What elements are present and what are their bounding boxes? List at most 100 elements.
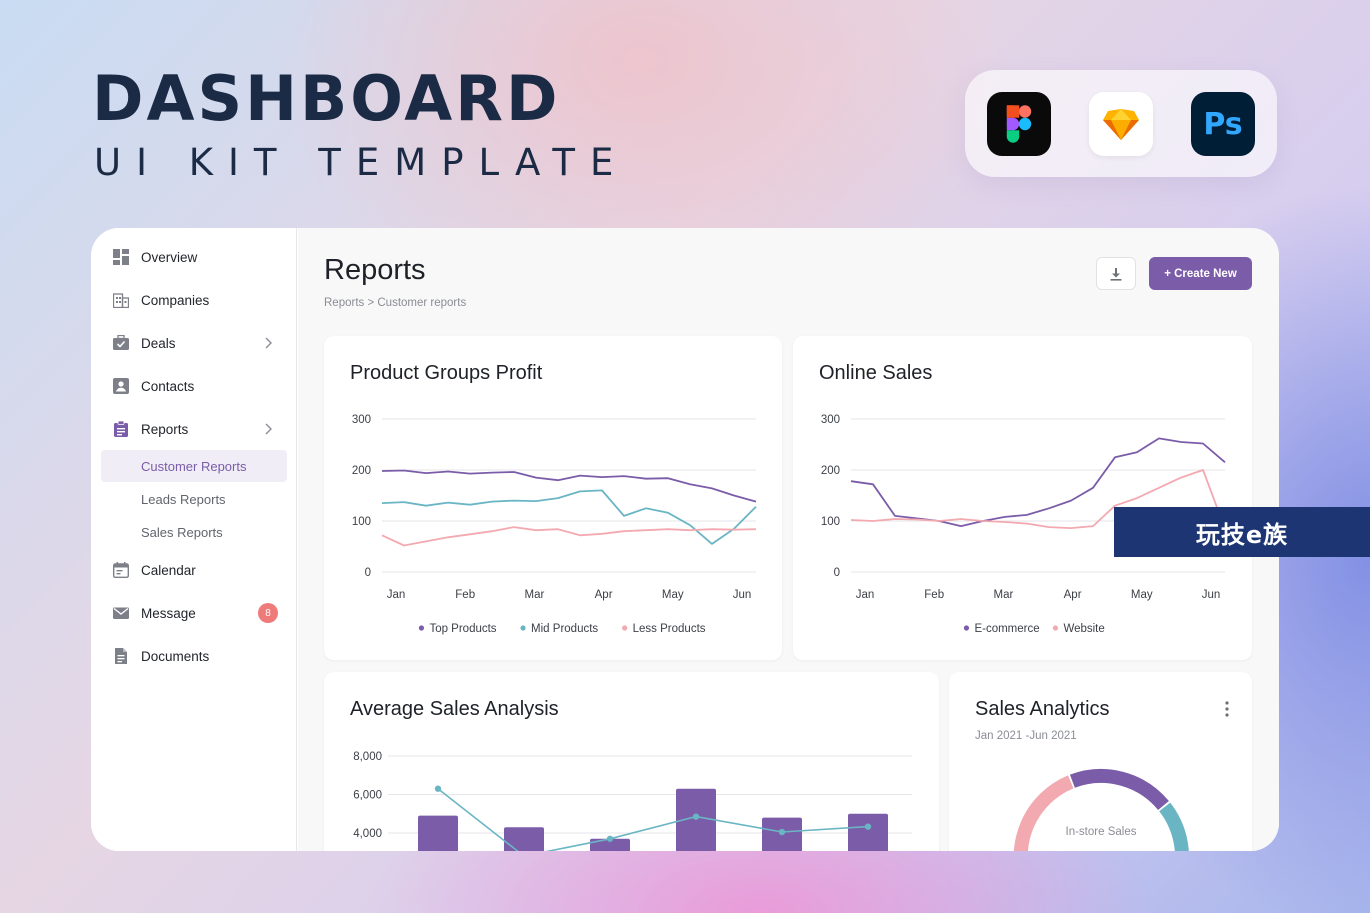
line-point [606, 835, 614, 842]
legend-marker [1052, 625, 1059, 631]
donut-slice [1159, 802, 1189, 851]
watermark: 玩技e族 [1114, 507, 1370, 557]
sidebar-item-label: Companies [141, 292, 210, 308]
legend-label: E-commerce [974, 623, 1039, 635]
create-new-button[interactable]: + Create New [1149, 257, 1252, 290]
clipboard-icon [114, 421, 128, 437]
mail-icon [113, 607, 129, 619]
y-tick-label: 200 [352, 465, 371, 477]
message-count-badge: 8 [258, 603, 278, 623]
legend-marker [520, 625, 526, 631]
x-tick-label: May [1131, 589, 1153, 601]
download-button[interactable] [1096, 257, 1136, 290]
donut-slice [1069, 768, 1169, 811]
series-line [437, 788, 869, 851]
series-line [381, 526, 757, 547]
photoshop-label: Ps [1203, 106, 1243, 142]
sales-analytics-card: Sales Analytics Jan 2021 -Jun 2021 In-st… [949, 672, 1252, 851]
card-title: Product Groups Profit [350, 362, 543, 384]
card-title: Average Sales Analysis [350, 698, 559, 720]
y-tick-label: 0 [365, 567, 371, 579]
product-groups-profit-card: Product Groups Profit 300 200 100 0 Jan Feb Ma… [324, 336, 782, 660]
series-line [850, 469, 1226, 530]
legend-label: Top Products [429, 623, 496, 635]
sidebar-item-companies[interactable]: Companies [101, 284, 287, 316]
breadcrumb[interactable]: Reports > Customer reports [324, 297, 467, 309]
figma-icon [987, 92, 1051, 156]
sidebar-item-label: Overview [141, 249, 198, 265]
legend-marker [622, 625, 628, 631]
grid-icon [113, 249, 129, 265]
sidebar-item-calendar[interactable]: Calendar [101, 554, 287, 586]
average-sales-analysis-chart: 8,000 6,000 4,000 [353, 751, 912, 851]
photoshop-icon: Ps [1191, 92, 1255, 156]
bar [418, 815, 458, 851]
page-title: Reports [324, 254, 426, 286]
y-tick-label: 6,000 [353, 790, 382, 802]
y-tick-label: 8,000 [353, 751, 382, 763]
card-title: Sales Analytics [975, 698, 1110, 720]
sidebar-item-label: Contacts [141, 378, 195, 394]
line-point [434, 785, 442, 792]
legend-marker [963, 625, 970, 631]
sidebar-subitem-leads-reports[interactable]: Leads Reports [141, 491, 226, 507]
series-line [381, 469, 757, 503]
y-tick-label: 4,000 [353, 828, 382, 840]
download-icon [1110, 267, 1122, 281]
average-sales-analysis-card: Average Sales Analysis 8,000 6,000 4,000 [324, 672, 939, 851]
card-subtitle: Jan 2021 -Jun 2021 [975, 730, 1077, 742]
dashboard-panel: Overview Companies Deals Contacts Report… [91, 228, 1279, 851]
sidebar-item-overview[interactable]: Overview [101, 241, 287, 273]
online-sales-chart: 300 200 100 0 Jan Feb Mar Apr May Jun E-commerce We… [821, 414, 1226, 635]
sidebar-subitem-sales-reports[interactable]: Sales Reports [141, 524, 223, 540]
bar [676, 788, 716, 851]
x-tick-label: Feb [455, 589, 475, 601]
x-tick-label: May [662, 589, 684, 601]
bar [848, 813, 888, 851]
y-tick-label: 100 [352, 516, 371, 528]
x-tick-label: Jan [387, 589, 406, 601]
briefcase-check-icon [113, 335, 129, 350]
chevron-right-icon [265, 337, 272, 349]
sidebar-item-documents[interactable]: Documents [101, 640, 287, 672]
legend-marker [418, 625, 425, 631]
sidebar-item-deals[interactable]: Deals [101, 327, 287, 359]
x-tick-label: Apr [595, 589, 613, 601]
donut-center-label: In-store Sales [1066, 826, 1137, 838]
legend-label: Website [1063, 623, 1104, 635]
legend-label: Less Products [633, 623, 706, 635]
hero-title: DASHBOARD [92, 62, 561, 135]
bar [504, 827, 544, 851]
sidebar-item-label: Calendar [141, 562, 196, 578]
calendar-icon [113, 562, 129, 578]
sidebar-item-label: Deals [141, 335, 176, 351]
document-icon [115, 648, 127, 664]
x-tick-label: Feb [924, 589, 944, 601]
x-tick-label: Jun [733, 589, 752, 601]
building-icon [113, 293, 129, 308]
x-tick-label: Jun [1202, 589, 1221, 601]
sales-analytics-donut: In-store Sales [1013, 768, 1189, 851]
sketch-icon [1089, 92, 1153, 156]
series-line [381, 489, 757, 545]
sidebar-subitem-customer-reports[interactable]: Customer Reports [101, 450, 287, 482]
y-tick-label: 200 [821, 465, 840, 477]
line-point [778, 828, 786, 836]
x-tick-label: Mar [993, 589, 1013, 601]
donut-slice [1013, 775, 1074, 851]
online-sales-card: Online Sales 300 200 100 0 Jan Feb Mar Apr May Ju… [793, 336, 1252, 660]
tool-logos: Ps [965, 70, 1277, 177]
sidebar-item-reports[interactable]: Reports [101, 413, 287, 445]
x-tick-label: Mar [524, 589, 544, 601]
bar [590, 838, 630, 851]
sidebar-item-message[interactable]: Message 8 [101, 597, 287, 629]
sidebar-item-label: Documents [141, 648, 210, 664]
legend-label: Mid Products [531, 623, 598, 635]
main-content: Reports Reports > Customer reports + Cre… [298, 228, 1279, 851]
chevron-right-icon [265, 423, 272, 435]
x-tick-label: Apr [1064, 589, 1082, 601]
card-title: Online Sales [819, 362, 933, 384]
hero-subtitle: UI KIT TEMPLATE [94, 141, 629, 184]
more-options-icon[interactable] [1224, 700, 1230, 718]
sidebar-item-contacts[interactable]: Contacts [101, 370, 287, 402]
